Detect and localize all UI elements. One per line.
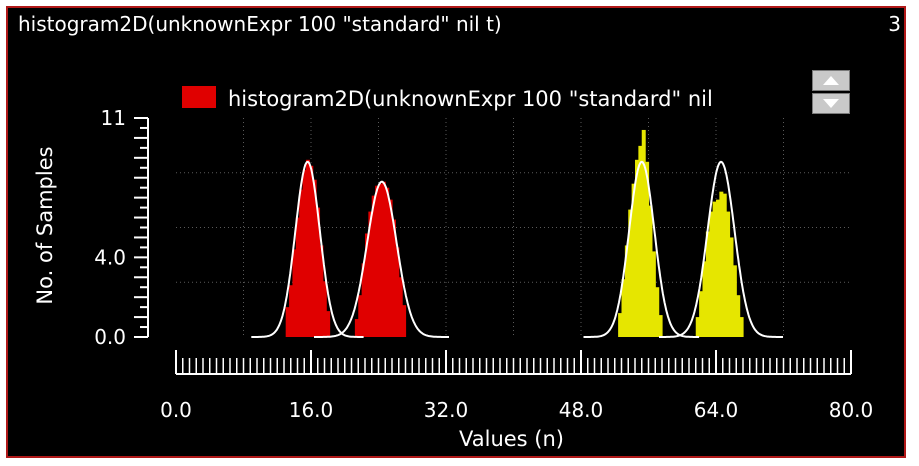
legend-scroller — [812, 70, 850, 114]
legend-scroll-down-button[interactable] — [812, 93, 850, 114]
y-tick-label: 11 — [101, 106, 126, 130]
axis-labels: 0.0 16.0 32.0 48.0 64.0 80.0 0.0 4.0 11 Values (n… — [33, 106, 873, 451]
x-tick-label: 64.0 — [694, 398, 739, 422]
legend: histogram2D(unknownExpr 100 "standard" n… — [182, 86, 713, 111]
y-tick-label: 0.0 — [94, 325, 126, 349]
histogram-bar — [402, 305, 406, 337]
x-tick-label: 80.0 — [829, 398, 874, 422]
x-tick-label: 48.0 — [559, 398, 604, 422]
grid — [176, 118, 851, 337]
histogram-bar — [740, 317, 744, 337]
legend-label: histogram2D(unknownExpr 100 "standard" n… — [228, 87, 713, 111]
legend-swatch — [182, 86, 216, 108]
legend-scroll-up-button[interactable] — [812, 70, 850, 91]
histogram-bar — [659, 315, 663, 337]
y-axis-title: No. of Samples — [33, 146, 57, 304]
x-tick-label: 0.0 — [160, 398, 192, 422]
x-axis-title: Values (n) — [459, 427, 564, 451]
arrow-down-icon — [823, 99, 839, 108]
x-tick-label: 32.0 — [424, 398, 469, 422]
y-tick-label: 4.0 — [94, 245, 126, 269]
histogram-bar — [326, 311, 330, 337]
arrow-up-icon — [823, 76, 839, 85]
x-tick-label: 16.0 — [289, 398, 334, 422]
